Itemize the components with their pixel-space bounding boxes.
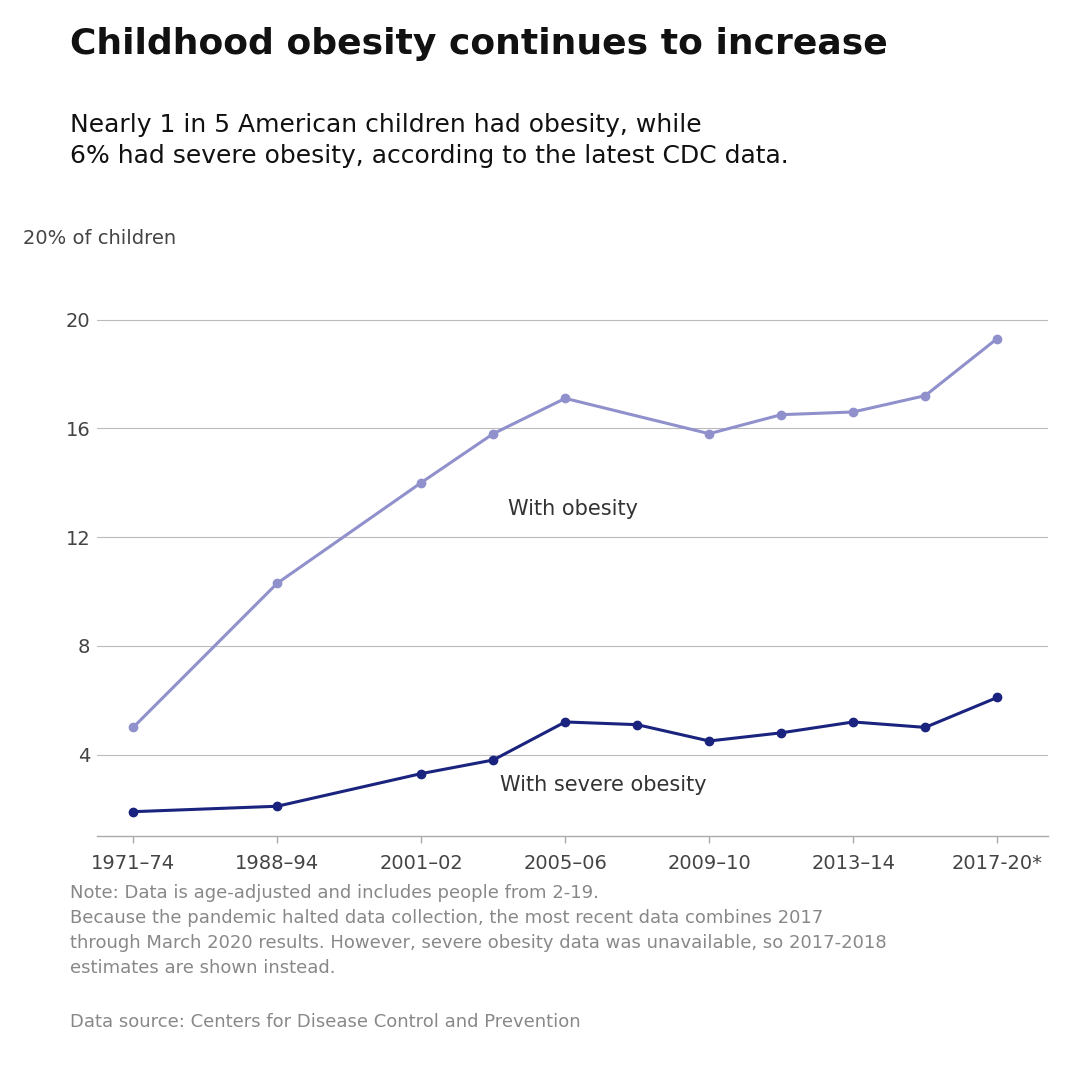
Text: Nearly 1 in 5 American children had obesity, while
6% had severe obesity, accord: Nearly 1 in 5 American children had obes… [70, 113, 789, 168]
Text: With obesity: With obesity [508, 498, 637, 519]
Text: Childhood obesity continues to increase: Childhood obesity continues to increase [70, 27, 888, 61]
Text: 20% of children: 20% of children [23, 229, 176, 248]
Text: With severe obesity: With severe obesity [500, 775, 707, 795]
Text: Data source: Centers for Disease Control and Prevention: Data source: Centers for Disease Control… [70, 1013, 581, 1031]
Text: Note: Data is age-adjusted and includes people from 2-19.
Because the pandemic h: Note: Data is age-adjusted and includes … [70, 884, 887, 978]
